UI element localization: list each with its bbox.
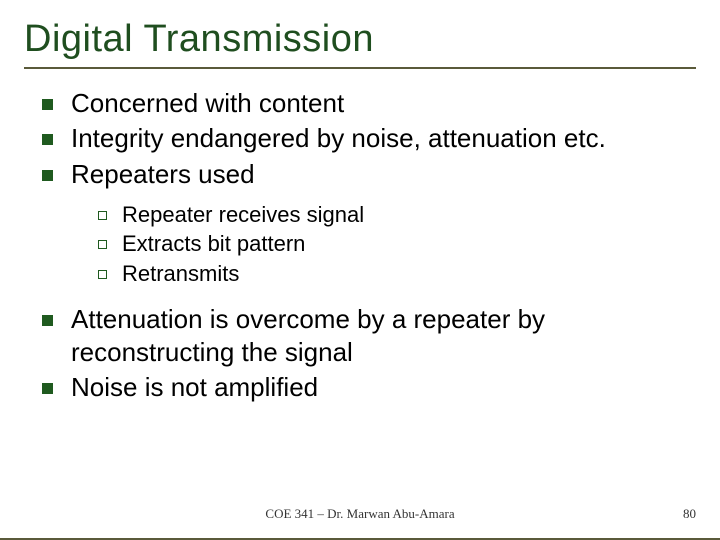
bullet-text: Concerned with content [71, 87, 344, 120]
bullet-text: Attenuation is overcome by a repeater by… [71, 303, 696, 370]
title-divider: Digital Transmission [24, 18, 696, 69]
square-bullet-icon [42, 383, 53, 394]
square-outline-bullet-icon [98, 240, 107, 249]
bullet-text: Noise is not amplified [71, 371, 318, 404]
sub-bullet-item: Extracts bit pattern [98, 230, 696, 259]
square-outline-bullet-icon [98, 211, 107, 220]
square-bullet-icon [42, 134, 53, 145]
square-bullet-icon [42, 99, 53, 110]
bullet-item: Concerned with content [42, 87, 696, 120]
slide-body: Concerned with content Integrity endange… [24, 87, 696, 404]
slide-footer: COE 341 – Dr. Marwan Abu-Amara [0, 506, 720, 522]
bullet-item: Attenuation is overcome by a repeater by… [42, 303, 696, 370]
sub-bullet-text: Retransmits [122, 260, 239, 289]
bullet-text: Integrity endangered by noise, attenuati… [71, 122, 606, 155]
sub-bullet-text: Repeater receives signal [122, 201, 364, 230]
sub-bullet-text: Extracts bit pattern [122, 230, 305, 259]
sub-bullet-group: Repeater receives signal Extracts bit pa… [98, 201, 696, 289]
bullet-item: Noise is not amplified [42, 371, 696, 404]
sub-bullet-item: Repeater receives signal [98, 201, 696, 230]
square-outline-bullet-icon [98, 270, 107, 279]
sub-bullet-item: Retransmits [98, 260, 696, 289]
square-bullet-icon [42, 170, 53, 181]
bullet-item: Repeaters used [42, 158, 696, 191]
slide-title: Digital Transmission [24, 18, 696, 61]
page-number: 80 [683, 506, 696, 522]
bullet-item: Integrity endangered by noise, attenuati… [42, 122, 696, 155]
bullet-text: Repeaters used [71, 158, 255, 191]
square-bullet-icon [42, 315, 53, 326]
slide-container: Digital Transmission Concerned with cont… [0, 0, 720, 540]
